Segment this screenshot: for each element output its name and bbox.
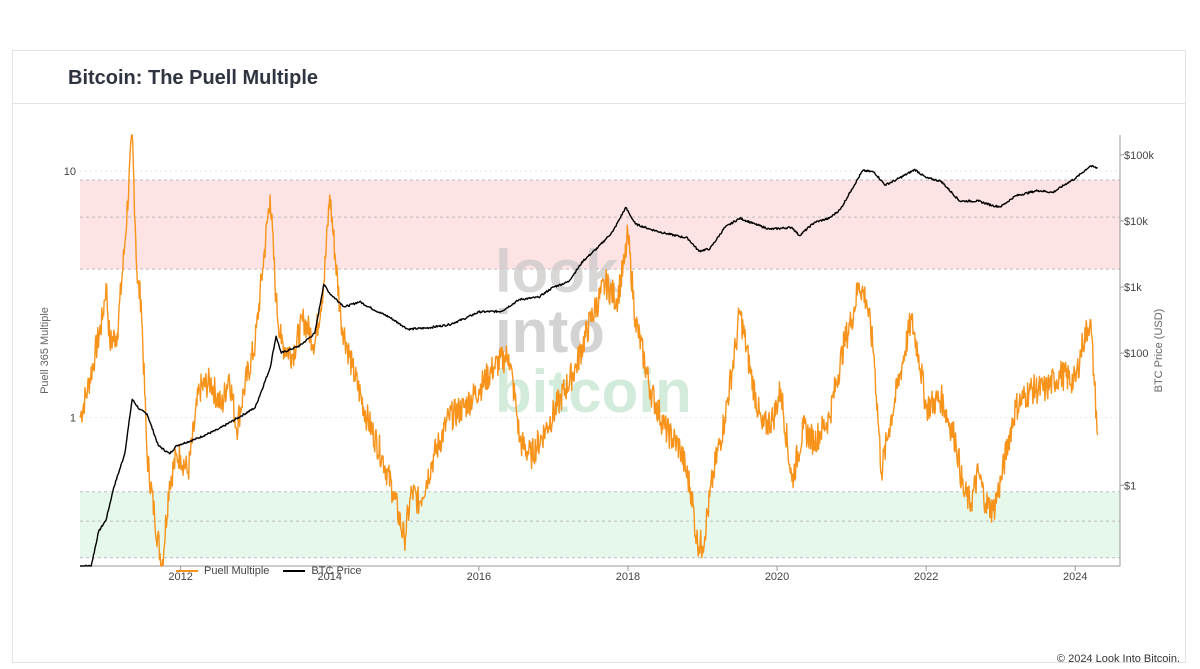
- series-puell-multiple: [79, 134, 1099, 567]
- y-right-tick-$100k: $100k: [1124, 150, 1154, 162]
- y-left-tick-1: 1: [70, 413, 76, 425]
- legend-swatch-puell: [176, 570, 198, 572]
- page-title: Bitcoin: The Puell Multiple: [68, 67, 318, 89]
- y-left-axis-title: Puell 365 Multiple: [39, 307, 51, 394]
- watermark-bitcoin: bitcoin: [495, 358, 692, 425]
- x-tick-label-2014: 2014: [318, 571, 342, 583]
- legend-item-btc[interactable]: BTC Price: [283, 565, 362, 577]
- x-tick-label-2024: 2024: [1063, 571, 1087, 583]
- card-header: Bitcoin: The Puell Multiple: [13, 51, 1185, 104]
- copyright-text: © 2024 Look Into Bitcoin.: [1056, 653, 1180, 665]
- band-green: [80, 491, 1120, 558]
- y-left-tick-10: 10: [64, 166, 76, 178]
- band-red: [80, 179, 1120, 270]
- y-right-tick-$1k: $1k: [1124, 282, 1142, 294]
- x-tick-label-2016: 2016: [467, 571, 491, 583]
- x-tick-label-2022: 2022: [914, 571, 938, 583]
- y-right-tick-$10k: $10k: [1124, 216, 1148, 228]
- chart-legend: Puell Multiple BTC Price: [176, 565, 376, 577]
- x-tick-label-2012: 2012: [168, 571, 192, 583]
- legend-label-puell: Puell Multiple: [204, 565, 270, 577]
- legend-swatch-btc: [283, 570, 306, 572]
- series-btc-price: [80, 164, 1098, 567]
- legend-label-btc: BTC Price: [311, 565, 362, 577]
- y-right-tick-$1: $1: [1124, 480, 1136, 492]
- legend-item-puell[interactable]: Puell Multiple: [176, 565, 269, 577]
- chart-card: Bitcoin: The Puell Multiple: [12, 50, 1186, 663]
- y-right-tick-$100: $100: [1124, 348, 1148, 360]
- x-tick-label-2018: 2018: [616, 571, 640, 583]
- y-right-axis-title: BTC Price (USD): [1153, 309, 1165, 393]
- x-tick-label-2020: 2020: [765, 571, 789, 583]
